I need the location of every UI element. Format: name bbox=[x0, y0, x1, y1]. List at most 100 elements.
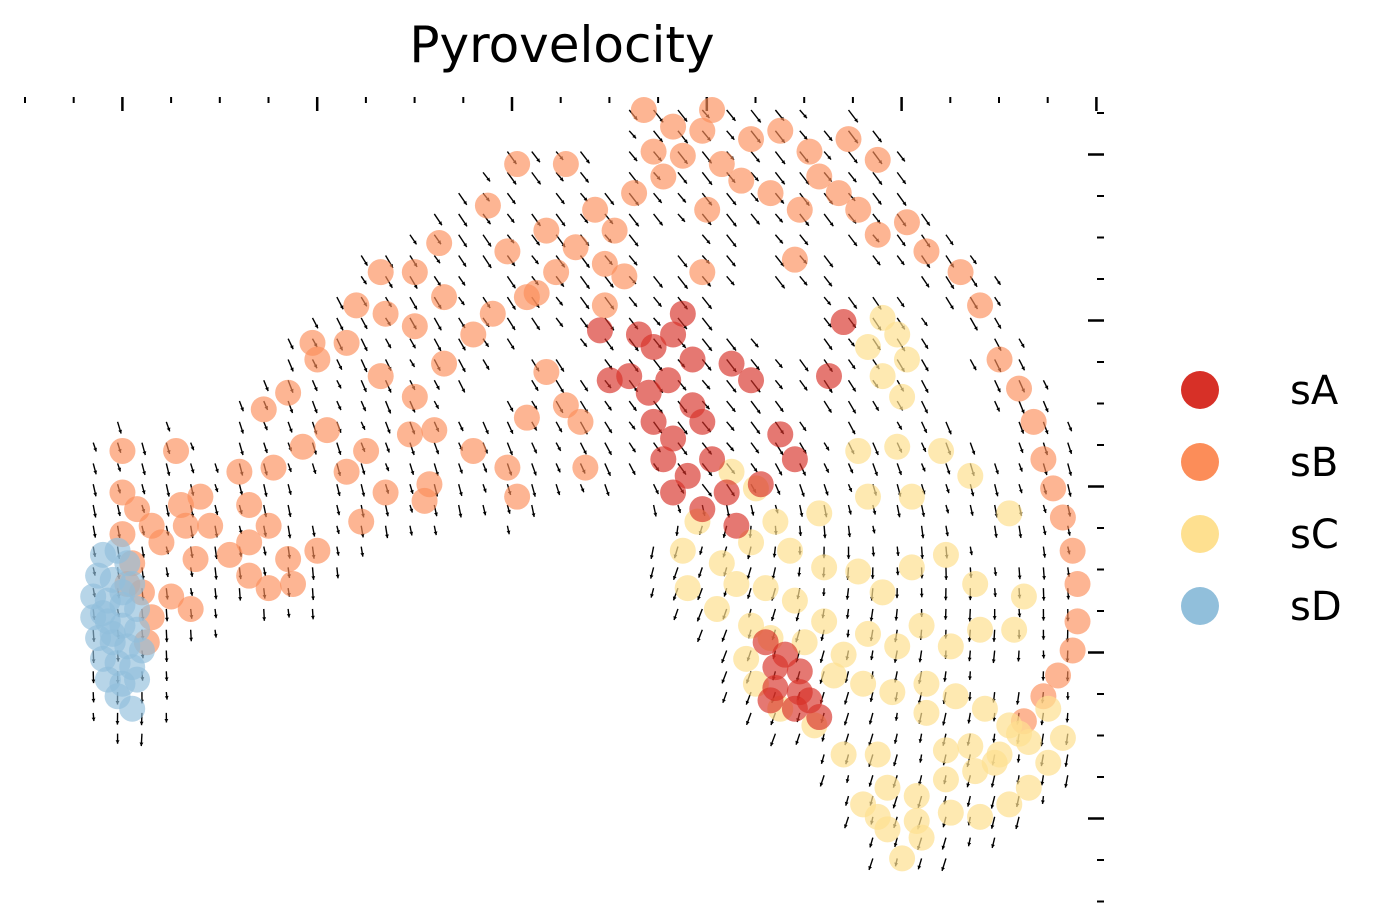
point-sB bbox=[333, 458, 360, 485]
velocity-arrow-head bbox=[238, 596, 242, 601]
velocity-arrow-head bbox=[844, 801, 849, 806]
velocity-arrow-head bbox=[585, 304, 590, 309]
velocity-arrow-head bbox=[919, 593, 924, 598]
point-sB bbox=[893, 209, 920, 236]
velocity-arrow-head bbox=[387, 409, 392, 414]
velocity-arrow-head bbox=[313, 409, 318, 414]
velocity-arrow-head bbox=[559, 177, 564, 182]
velocity-arrow-head bbox=[189, 591, 194, 596]
velocity-arrow-head bbox=[730, 135, 735, 140]
point-sC bbox=[854, 334, 881, 360]
velocity-arrow-head bbox=[918, 658, 923, 663]
velocity-arrow-head bbox=[265, 387, 269, 392]
velocity-arrow-head bbox=[683, 117, 688, 122]
point-sC bbox=[884, 633, 911, 660]
velocity-arrow-head bbox=[142, 451, 147, 456]
velocity-arrow-head bbox=[580, 488, 585, 493]
velocity-arrow-head bbox=[682, 386, 687, 391]
velocity-arrow-head bbox=[901, 157, 905, 162]
velocity-arrow-head bbox=[214, 575, 218, 580]
point-sB bbox=[591, 292, 618, 319]
velocity-arrow-head bbox=[755, 449, 759, 454]
velocity-arrow-head bbox=[778, 218, 783, 223]
velocity-arrow-head bbox=[971, 450, 976, 455]
velocity-arrow-head bbox=[165, 617, 169, 622]
velocity-arrow-head bbox=[776, 490, 781, 495]
velocity-arrow-head bbox=[409, 489, 414, 494]
velocity-arrow-head bbox=[240, 429, 244, 434]
point-sB bbox=[275, 546, 302, 573]
point-sB bbox=[835, 126, 862, 153]
velocity-arrow-head bbox=[1065, 718, 1070, 723]
velocity-arrow-head bbox=[536, 180, 541, 185]
velocity-arrow-head bbox=[510, 218, 515, 223]
point-sC bbox=[762, 508, 789, 535]
point-sB bbox=[255, 512, 282, 539]
velocity-arrow-head bbox=[850, 342, 855, 347]
point-sB bbox=[431, 284, 458, 311]
velocity-arrow-head bbox=[313, 387, 318, 392]
point-sC bbox=[913, 670, 940, 697]
velocity-arrow-head bbox=[877, 138, 882, 143]
velocity-arrow-head bbox=[560, 388, 564, 393]
velocity-arrow-head bbox=[898, 425, 902, 430]
velocity-arrow-head bbox=[895, 552, 900, 556]
velocity-arrow-head bbox=[848, 487, 853, 492]
velocity-arrow-head bbox=[847, 533, 852, 538]
velocity-arrow-head bbox=[511, 284, 516, 289]
point-sB bbox=[845, 196, 872, 223]
point-sC bbox=[996, 500, 1023, 527]
velocity-arrow-head bbox=[941, 845, 946, 850]
velocity-arrow-head bbox=[213, 633, 218, 638]
velocity-arrow-head bbox=[875, 451, 879, 455]
point-sB bbox=[167, 492, 194, 518]
velocity-arrow-head bbox=[683, 263, 688, 268]
velocity-arrow-head bbox=[164, 718, 169, 723]
point-sC bbox=[937, 799, 964, 826]
point-sB bbox=[401, 259, 428, 286]
point-sB bbox=[109, 479, 136, 506]
velocity-arrow-head bbox=[708, 471, 713, 476]
velocity-arrow-head bbox=[966, 783, 971, 788]
point-sB bbox=[401, 383, 428, 410]
point-sB bbox=[1030, 446, 1057, 473]
velocity-arrow-head bbox=[802, 471, 806, 476]
velocity-arrow-head bbox=[607, 471, 611, 476]
velocity-arrow-head bbox=[941, 866, 945, 871]
velocity-arrow-head bbox=[994, 492, 999, 497]
velocity-arrow-head bbox=[215, 468, 219, 473]
velocity-arrow-head bbox=[828, 388, 833, 393]
velocity-arrow-head bbox=[433, 531, 438, 536]
velocity-arrow-head bbox=[849, 469, 854, 474]
velocity-arrow-head bbox=[708, 346, 712, 351]
velocity-arrow-head bbox=[732, 222, 737, 227]
point-sC bbox=[971, 695, 998, 722]
velocity-arrow-head bbox=[656, 321, 661, 326]
point-sD bbox=[99, 620, 126, 647]
velocity-arrow-head bbox=[966, 802, 971, 807]
velocity-arrow-head bbox=[411, 362, 415, 367]
velocity-arrow-head bbox=[756, 429, 760, 434]
velocity-arrow-head bbox=[821, 592, 826, 597]
point-sC bbox=[718, 458, 745, 485]
velocity-arrow-head bbox=[459, 427, 464, 432]
point-sB bbox=[781, 246, 808, 273]
point-sB bbox=[1006, 375, 1033, 402]
point-sC bbox=[752, 575, 779, 602]
velocity-arrow-head bbox=[387, 344, 391, 349]
velocity-arrow-head bbox=[605, 491, 610, 496]
point-sB bbox=[401, 313, 428, 340]
point-sA bbox=[689, 496, 716, 523]
velocity-arrow-head bbox=[853, 304, 857, 309]
velocity-arrow-head bbox=[436, 385, 440, 390]
point-sB bbox=[172, 512, 199, 539]
point-sB bbox=[621, 180, 648, 207]
point-sC bbox=[845, 558, 872, 585]
velocity-arrow-head bbox=[141, 553, 146, 558]
point-sB bbox=[163, 437, 190, 464]
velocity-arrow-head bbox=[683, 450, 688, 455]
point-sA bbox=[660, 425, 687, 452]
velocity-arrow-head bbox=[507, 509, 511, 514]
velocity-arrow-head bbox=[991, 844, 995, 849]
